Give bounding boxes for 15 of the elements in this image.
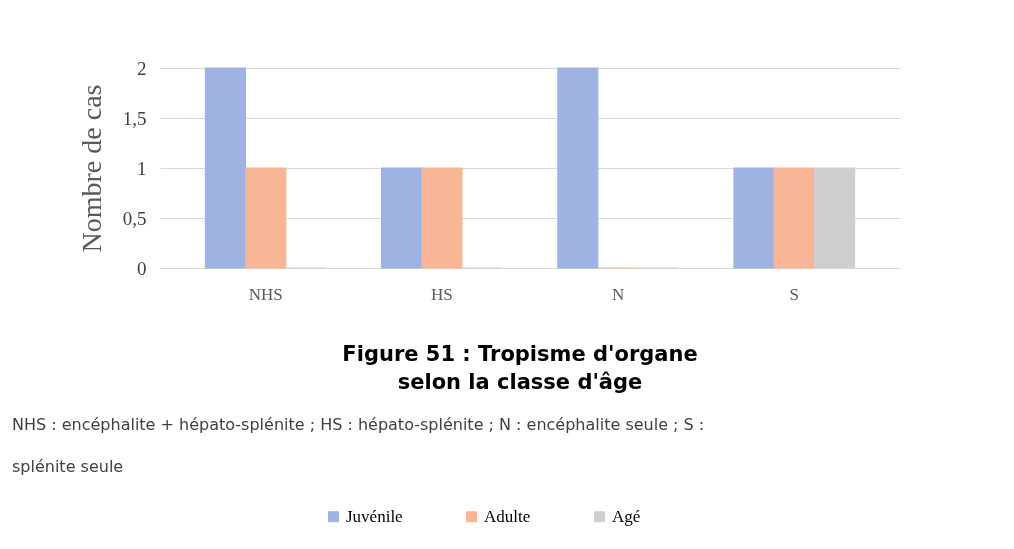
legend-label: Juvénile [346,506,403,526]
x-tick-label: NHS [248,284,283,304]
y-tick-label: 0 [137,257,147,279]
legend-label: Adulte [484,506,531,526]
text: NHS : encéphalite + hépato-splénite ; HS : hépato-splénite ; N : encéphalite seule ; S : splénite seule [12,415,705,476]
y-axis-title: Nombre de cas [75,84,107,253]
x-tick-label: HS [431,284,453,304]
text: Figure 51 : Tropisme d'organe selon la classe d'âge [342,342,698,394]
x-tick-label: S [789,284,800,304]
legend-label: Agé [612,506,641,526]
y-tick-label: 1,5 [122,107,147,129]
y-tick-label: 0,5 [122,207,147,229]
y-tick-label: 2 [137,57,147,79]
y-tick-label: 1 [137,157,147,179]
x-tick-label: N [611,284,625,304]
